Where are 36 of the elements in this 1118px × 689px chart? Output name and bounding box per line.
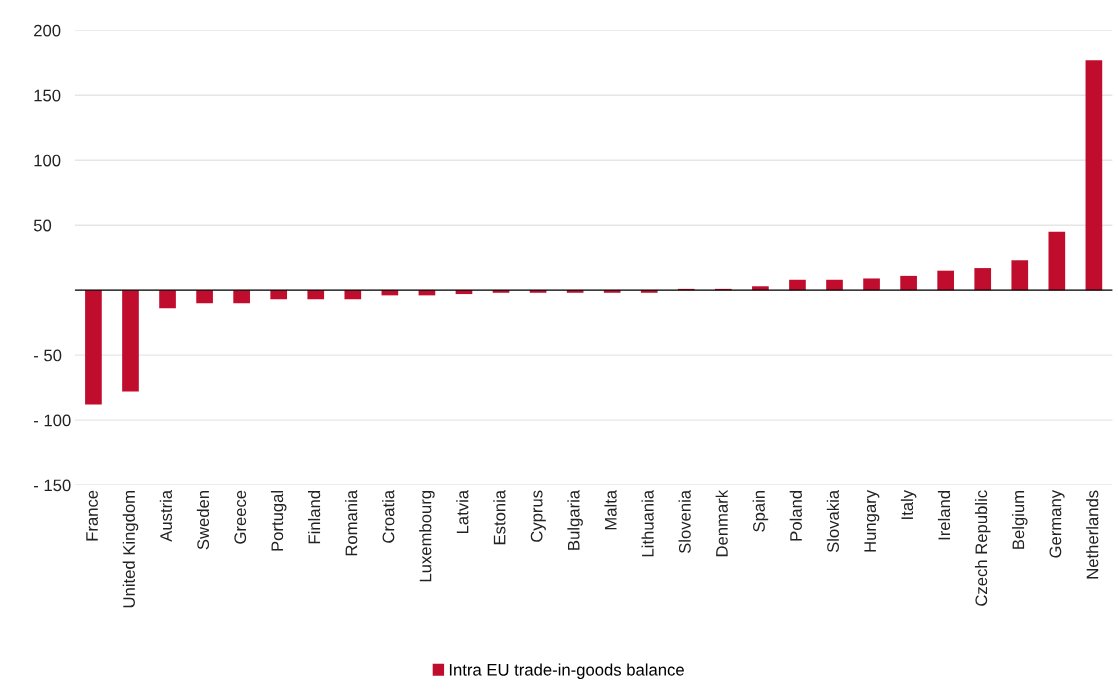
x-tick-label: Belgium [1012,491,1028,549]
y-tick-label: - 150 [33,479,71,492]
legend-label: Intra EU trade-in-goods balance [449,663,684,679]
y-tick-label: 50 [33,219,52,232]
x-tick-label: Lithuania [641,489,654,557]
x-tick-label: Malta [604,489,617,530]
y-tick-label: 200 [34,24,61,37]
y-tick-label: - 50 [33,349,62,362]
x-tick-label: Latvia [456,489,469,534]
x-tick-label: Luxembourg [419,490,435,582]
x-tick-label: United Kingdom [122,491,139,608]
x-tick-label: Hungary [864,489,880,552]
y-tick-label: - 100 [33,414,71,427]
x-tick-label: Sweden [196,491,210,550]
x-tick-label: Germany [1049,489,1065,558]
x-tick-label: Slovakia [826,489,839,553]
x-tick-label: Romania [345,489,358,556]
x-tick-label: Denmark [715,489,728,557]
y-tick-label: 100 [34,154,61,167]
x-tick-label: Spain [752,491,769,532]
x-tick-label: Netherlands [1086,490,1099,579]
x-tick-label: Czech Republic [974,490,991,606]
x-tick-label: France [86,490,98,541]
x-tick-label: Bulgaria [567,489,583,550]
x-tick-label: Poland [789,490,802,541]
x-tick-label: Estonia [493,489,506,545]
x-tick-label: Greece [234,490,247,544]
x-tick-label: Croatia [382,489,395,543]
y-tick-label: 150 [34,89,61,102]
x-tick-label: Portugal [270,491,287,551]
x-tick-label: Cyprus [530,490,546,542]
x-tick-label: Austria [159,489,173,542]
x-tick-label: Slovenia [678,489,691,554]
x-tick-label: Ireland [937,490,951,540]
x-tick-label: Finland [307,490,321,544]
x-tick-label: Italy [900,489,917,519]
